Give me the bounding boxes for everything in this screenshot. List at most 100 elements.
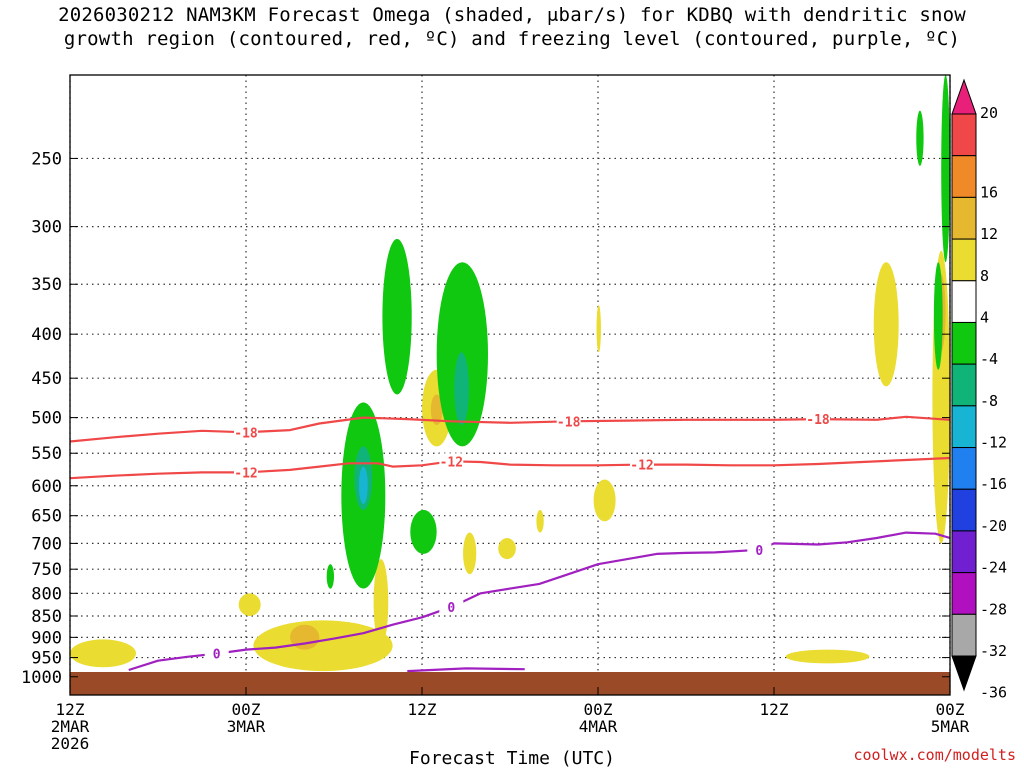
y-tick-label-250: 250 xyxy=(31,149,62,169)
colorbar-box-0 xyxy=(951,113,977,157)
y-tick-label-400: 400 xyxy=(31,325,62,345)
colorbar-label-12: -32 xyxy=(980,642,1007,660)
omega-region-1 xyxy=(253,620,393,672)
chart-title-line-2: growth region (contoured, red, ºC) and f… xyxy=(63,28,961,50)
x-tick-label-0-0: 12Z xyxy=(56,700,85,719)
colorbar-top-arrow xyxy=(951,78,977,115)
freezing-level-label-1: 0 xyxy=(447,601,455,616)
freezing-level-surface-line xyxy=(407,667,525,673)
omega-region-16 xyxy=(382,238,412,395)
dgz-bottom-label-bg-2 xyxy=(630,456,654,473)
x-tick-label-60-0: 00Z xyxy=(936,700,965,719)
x-tick-label-24-0: 12Z xyxy=(408,700,437,719)
y-tick-label-700: 700 xyxy=(31,534,62,554)
omega-region-26 xyxy=(941,75,950,263)
colorbar-label-2: 12 xyxy=(980,225,998,243)
x-tick-label-0-2: 2026 xyxy=(51,734,90,753)
colorbar-box-8 xyxy=(951,447,977,490)
y-tick-label-900: 900 xyxy=(31,628,62,648)
colorbar-box-9 xyxy=(951,488,977,532)
dgz-bottom-label-0: -12 xyxy=(234,466,257,481)
colorbar-label-1: 16 xyxy=(980,183,998,201)
omega-region-8 xyxy=(498,538,516,560)
omega-region-22 xyxy=(410,509,437,554)
chart-title-line-1: 2026030212 NAM3KM Forecast Omega (shaded… xyxy=(58,4,966,26)
colorbar-label-4: 4 xyxy=(980,308,989,326)
colorbar-box-5 xyxy=(951,321,977,365)
x-tick-label-36-1: 4MAR xyxy=(579,717,618,736)
y-tick-label-850: 850 xyxy=(31,607,62,627)
y-tick-label-450: 450 xyxy=(31,369,62,389)
freezing-level-label-bg-2 xyxy=(747,541,772,558)
colorbar-box-7 xyxy=(951,405,977,449)
colorbar-label-7: -12 xyxy=(980,434,1007,452)
colorbar-box-1 xyxy=(951,155,977,198)
x-tick-label-60-1: 5MAR xyxy=(931,717,970,736)
dgz-bottom-label-2: -12 xyxy=(630,459,653,474)
freezing-level-line xyxy=(128,531,950,672)
freezing-level-label-0: 0 xyxy=(213,648,221,663)
colorbar-label-3: 8 xyxy=(980,267,989,285)
y-tick-label-500: 500 xyxy=(31,409,62,429)
omega-region-10 xyxy=(596,305,601,353)
colorbar: 20 16 12 8 4 -4 -8 -12 -16 -20 -24 -28 -32 -36 xyxy=(951,78,1007,702)
y-tick-label-1000: 1000 xyxy=(21,668,62,688)
y-axis: 2503003504004505005506006507007508008509… xyxy=(21,149,950,688)
colorbar-label-6: -8 xyxy=(980,392,998,410)
y-tick-label-800: 800 xyxy=(31,584,62,604)
freezing-level-label-bg-0 xyxy=(204,645,229,662)
omega-region-9 xyxy=(536,509,544,533)
dgz-top-label-bg-1 xyxy=(556,413,581,430)
y-tick-label-350: 350 xyxy=(31,275,62,295)
x-tick-label-0-1: 2MAR xyxy=(51,717,90,736)
colorbar-label-8: -16 xyxy=(980,475,1007,493)
dgz-bottom-label-bg-0 xyxy=(234,464,258,481)
x-tick-label-36-0: 00Z xyxy=(584,700,613,719)
x-axis-label: Forecast Time (UTC) xyxy=(409,748,615,769)
colorbar-box-2 xyxy=(951,196,977,240)
colorbar-box-4 xyxy=(951,280,977,323)
colorbar-label-5: -4 xyxy=(980,350,998,368)
dgz-top-label-0: -18 xyxy=(234,426,258,441)
credit-text: coolwx.com/modelts xyxy=(853,746,1016,764)
colorbar-label-10: -24 xyxy=(980,559,1007,577)
y-tick-label-550: 550 xyxy=(31,444,62,464)
y-tick-label-750: 750 xyxy=(31,560,62,580)
dgz-top-label-2: -18 xyxy=(806,413,830,428)
omega-region-21 xyxy=(454,352,469,425)
omega-region-11 xyxy=(593,479,616,522)
plot-background xyxy=(70,75,950,695)
omega-region-6 xyxy=(430,394,443,425)
omega-region-23 xyxy=(326,564,335,589)
freezing-level-label-2: 0 xyxy=(755,544,763,559)
colorbar-label-9: -20 xyxy=(980,517,1007,535)
omega-region-13 xyxy=(873,262,899,387)
ground-terrain xyxy=(70,672,950,695)
y-tick-label-600: 600 xyxy=(31,477,62,497)
colorbar-box-11 xyxy=(951,572,977,615)
colorbar-box-10 xyxy=(951,530,977,574)
omega-region-3 xyxy=(238,593,261,616)
omega-region-4 xyxy=(373,559,389,646)
y-tick-label-950: 950 xyxy=(31,649,62,669)
omega-region-7 xyxy=(463,532,477,575)
plot-frame xyxy=(69,74,951,696)
colorbar-box-12 xyxy=(951,613,977,657)
omega-region-24 xyxy=(916,110,924,166)
colorbar-box-3 xyxy=(951,238,977,282)
x-tick-label-12-0: 00Z xyxy=(232,700,261,719)
dgz-top-label-bg-2 xyxy=(806,411,830,428)
x-tick-label-48-0: 12Z xyxy=(760,700,789,719)
colorbar-label-13: -36 xyxy=(980,684,1007,702)
colorbar-label-11: -28 xyxy=(980,600,1007,618)
omega-region-12 xyxy=(785,649,870,664)
omega-region-20 xyxy=(358,466,368,505)
y-tick-label-650: 650 xyxy=(31,507,62,527)
x-tick-label-12-1: 3MAR xyxy=(227,717,266,736)
omega-shading xyxy=(70,75,950,672)
dgz-top-label-bg-0 xyxy=(234,424,258,441)
omega-region-25 xyxy=(933,262,943,370)
colorbar-bottom-arrow xyxy=(951,655,977,692)
